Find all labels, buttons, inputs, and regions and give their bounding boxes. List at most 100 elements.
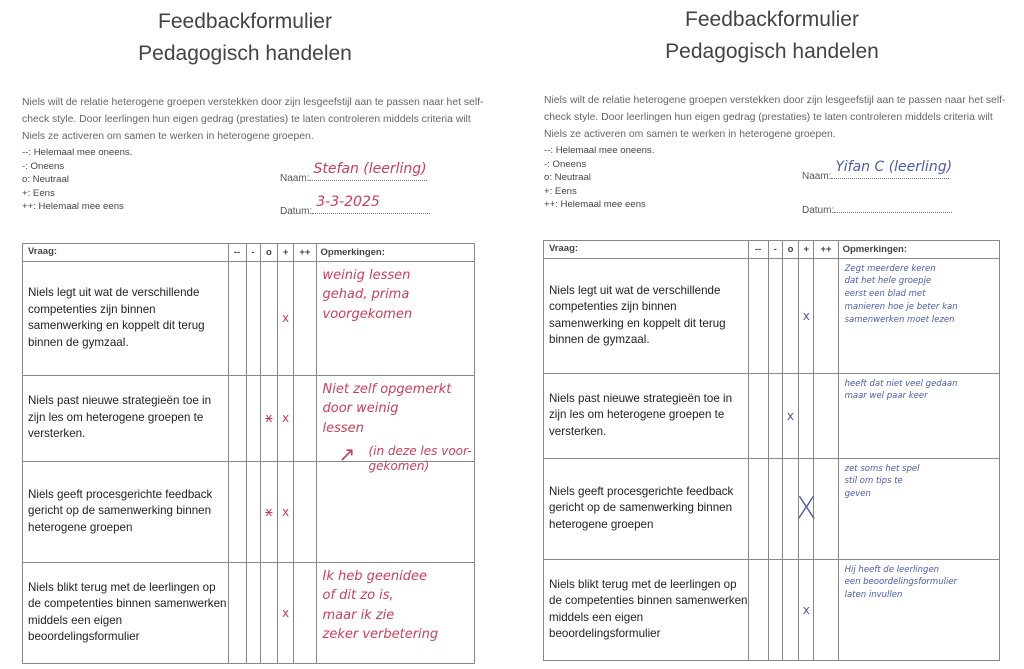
rating-cell-++[interactable] (813, 257, 839, 374)
checkmark-x: x (282, 504, 290, 519)
date-line: 3-3-2025 (312, 194, 431, 214)
remark-line: Zegt meerdere keren (844, 263, 936, 274)
rating-cell-++[interactable] (813, 372, 839, 459)
date-label: Datum: (802, 205, 835, 216)
table-row: Niels past nieuwe strategieën toe in zij… (543, 372, 1001, 459)
remark-line: zeker verbetering (322, 627, 439, 642)
checkmark-x: x (786, 408, 795, 423)
rating-cell---[interactable] (227, 460, 247, 563)
name-line: Stefan (leerling) (309, 161, 428, 181)
rating-cell-+[interactable]: x (276, 460, 295, 563)
checkmark-x: x (282, 605, 290, 620)
rating-cell--[interactable] (767, 558, 783, 661)
date-line (834, 202, 953, 213)
rating-cell---[interactable] (227, 561, 247, 664)
rating-cell-+[interactable]: x (798, 257, 815, 374)
rating-legend: --: Helemaal mee oneens. -: Oneens o: Neut… (544, 144, 744, 212)
rating-cell-++[interactable] (293, 260, 317, 376)
rating-cell--[interactable] (245, 374, 261, 462)
rating-cell--[interactable] (767, 372, 783, 459)
column-header: Vraag: (22, 243, 229, 262)
rating-legend: --: Helemaal mee oneens. -: Oneens o: Neut… (22, 146, 222, 214)
legend-item: +: Eens (22, 187, 55, 199)
column-header: ++ (293, 243, 317, 262)
rating-cell-+[interactable] (798, 372, 815, 459)
checkmark-x: X (796, 491, 817, 526)
rating-cell-o[interactable] (259, 561, 278, 664)
legend-item: --: Helemaal mee oneens. (544, 145, 655, 156)
rating-cell-++[interactable] (813, 558, 839, 661)
legend-item: -: Oneens (22, 160, 65, 172)
column-header: Vraag: (543, 240, 749, 259)
rating-cell---[interactable] (747, 372, 769, 459)
evaluation-table: Vraag: -- - o + ++ Opmerkingen: Niels legt uit … (22, 243, 475, 664)
rating-cell--[interactable] (245, 561, 261, 664)
legend-item: o: Neutraal (544, 172, 591, 184)
intro-section: Niels wilt de relatie heterogene groepen… (544, 92, 1012, 212)
feedback-form: Feedbackformulier Pedagogisch handelen Nie… (0, 0, 490, 669)
remark-cell: zet soms het spel stil om tips te geven (837, 457, 1001, 560)
rating-cell-+[interactable]: x (798, 558, 815, 661)
intro-text: Niels wilt de relatie heterogene groepen… (22, 97, 484, 142)
column-header: - (767, 240, 783, 259)
rating-cell-o[interactable]: x (781, 372, 800, 459)
rating-cell--[interactable] (245, 460, 261, 563)
feedback-form: Feedbackformulier Pedagogisch handelen Nie… (522, 0, 1022, 669)
rating-cell-o[interactable] (781, 257, 800, 374)
table-row: Niels blikt terug met de leerlingen op d… (22, 561, 475, 664)
remark-handwritten: Niet zelf opgemerkt door weinig lessen (323, 380, 452, 439)
arrow-icon: ↗ (338, 441, 356, 466)
rating-cell--[interactable] (767, 257, 783, 374)
checkmark-x: x (282, 311, 290, 325)
rating-cell--[interactable] (245, 260, 261, 376)
legend-item: -: Oneens (544, 158, 587, 170)
rating-cell---[interactable] (747, 558, 769, 661)
remark-handwritten: Hij heeft de leerlingen een beoordelingsf… (845, 564, 957, 602)
remark-line: laten invullen (844, 590, 903, 600)
rating-cell-+[interactable]: x (276, 374, 295, 462)
date-handwritten: 3-3-2025 (316, 194, 380, 210)
rating-cell-o[interactable] (781, 558, 800, 661)
column-header: Opmerkingen: (837, 240, 1001, 259)
remark-line: Ik heb geenidee (322, 568, 427, 584)
remark-handwritten: Zegt meerdere keren dat het hele groepje e… (845, 263, 958, 327)
rating-cell-o[interactable]: x (259, 460, 278, 563)
rating-cell---[interactable] (747, 257, 769, 374)
checkmark-x: x (265, 411, 273, 425)
rating-cell-+[interactable]: x (276, 561, 295, 664)
remark-line: Niet zelf opgemerkt (322, 381, 452, 397)
question-cell: Niels past nieuwe strategieën toe in zij… (22, 374, 229, 462)
rating-cell-+[interactable]: X (796, 457, 817, 560)
table-row: Niels legt uit wat de verschillende comp… (22, 260, 475, 376)
rating-cell---[interactable] (747, 457, 769, 560)
remark-line: maar ik zie (322, 607, 395, 623)
question-cell: Niels geeft procesgerichte feedback geri… (22, 460, 229, 563)
intro-section: Niels wilt de relatie heterogene groepen… (22, 94, 490, 214)
legend-item: o: Neutraal (22, 174, 69, 186)
column-header: - (245, 243, 261, 262)
form-title: Feedbackformulier (685, 8, 859, 31)
rating-cell---[interactable] (227, 260, 247, 376)
remark-line: geven (844, 489, 871, 499)
form-title: Feedbackformulier (158, 10, 332, 33)
remark-handwritten: Ik heb geenidee of dit zo is, maar ik zie z… (323, 567, 439, 645)
checkmark-x: x (802, 308, 810, 323)
rating-cell--[interactable] (767, 457, 783, 560)
rating-cell-++[interactable] (293, 374, 317, 462)
column-header: o (259, 243, 278, 262)
rating-cell-++[interactable] (293, 561, 317, 664)
evaluation-table: Vraag: -- - o + ++ Opmerkingen: Niels legt uit … (543, 240, 1001, 661)
remark-handwritten: heeft dat niet veel gedaan maar wel paar … (845, 378, 958, 404)
remark-line: een beoordelingsformulier (844, 577, 958, 588)
table-row: Niels past nieuwe strategieën toe in zij… (22, 374, 475, 473)
column-header: + (798, 240, 815, 259)
rating-cell-++[interactable] (293, 460, 317, 563)
rating-cell-o[interactable]: x (259, 374, 278, 462)
name-field: Naam: Stefan (leerling) (280, 161, 428, 184)
remark-cell: Ik heb geenidee of dit zo is, maar ik zie z… (315, 561, 475, 664)
rating-cell---[interactable] (227, 374, 247, 462)
rating-cell-+[interactable]: x (276, 260, 295, 376)
rating-cell-++[interactable] (813, 457, 839, 560)
rating-cell-o[interactable] (259, 260, 278, 376)
remark-line: door weinig (322, 401, 399, 416)
